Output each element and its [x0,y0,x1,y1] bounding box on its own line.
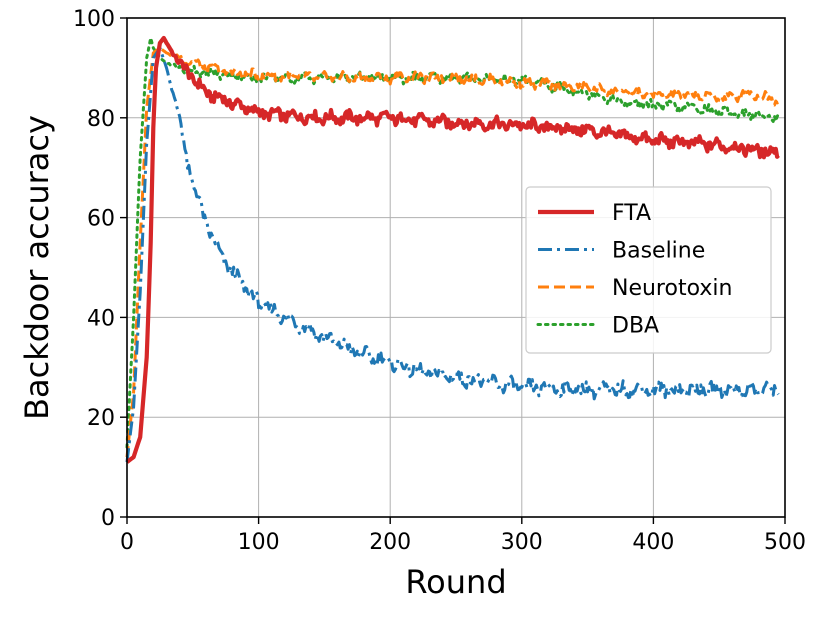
series-line-baseline [125,46,780,463]
legend-label-dba: DBA [612,314,659,339]
legend-label-neurotoxin: Neurotoxin [612,276,732,301]
y-tick-label-1: 20 [87,406,115,431]
x-tick-label-0: 0 [120,530,134,555]
y-tick-label-5: 100 [73,7,115,32]
y-tick-label-0: 0 [101,506,115,531]
x-tick-label-1: 100 [238,530,280,555]
y-tick-label-2: 40 [87,306,115,331]
series-line-fta [125,35,780,464]
legend: FTA Baseline Neurotoxin DBA [525,186,772,354]
legend-box [525,186,772,354]
legend-label-baseline: Baseline [612,239,705,264]
plot-frame [126,17,786,518]
x-tick-label-5: 500 [764,530,806,555]
y-tick-label-3: 60 [87,207,115,232]
y-axis-title: Backdoor accuracy [18,115,56,420]
series-group [125,35,780,464]
legend-label-fta: FTA [612,201,651,226]
series-line-dba [125,36,780,449]
grid [127,18,785,517]
x-tick-label-4: 400 [632,530,674,555]
series-line-neurotoxin [125,46,779,458]
x-tick-label-3: 300 [501,530,543,555]
x-tick-label-2: 200 [369,530,411,555]
x-axis-title: Round [405,563,506,601]
ticks: 0 100 200 300 400 500 0 20 40 60 80 100 [73,7,806,555]
y-tick-label-4: 80 [87,107,115,132]
